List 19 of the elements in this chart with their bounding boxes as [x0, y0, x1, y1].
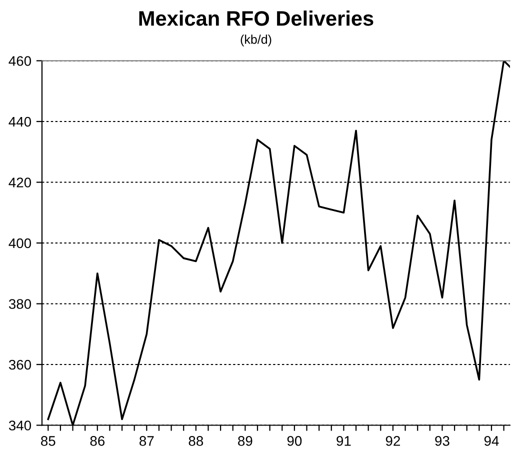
chart-subtitle: (kb/d): [240, 34, 272, 46]
y-tick-label: 460: [8, 56, 32, 66]
y-tick-label: 380: [8, 299, 32, 309]
x-tick-label: 94: [484, 436, 499, 446]
x-tick-label: 91: [336, 436, 351, 446]
x-tick-label: 86: [90, 436, 105, 446]
x-tick-label: 92: [386, 436, 400, 446]
x-tick-label: 85: [41, 436, 56, 446]
y-tick-label: 360: [8, 360, 32, 370]
x-tick-label: 90: [287, 436, 302, 446]
y-tick-label: 440: [8, 116, 32, 127]
x-tick-label: 88: [188, 436, 204, 446]
y-tick-label: 400: [8, 238, 32, 248]
chart-title: Mexican RFO Deliveries: [139, 10, 374, 26]
y-tick-label: 420: [8, 178, 32, 188]
x-tick-label: 87: [140, 436, 154, 446]
x-tick-label: 93: [435, 436, 450, 446]
x-tick-label: 89: [238, 436, 252, 446]
y-tick-label: 340: [8, 420, 32, 430]
